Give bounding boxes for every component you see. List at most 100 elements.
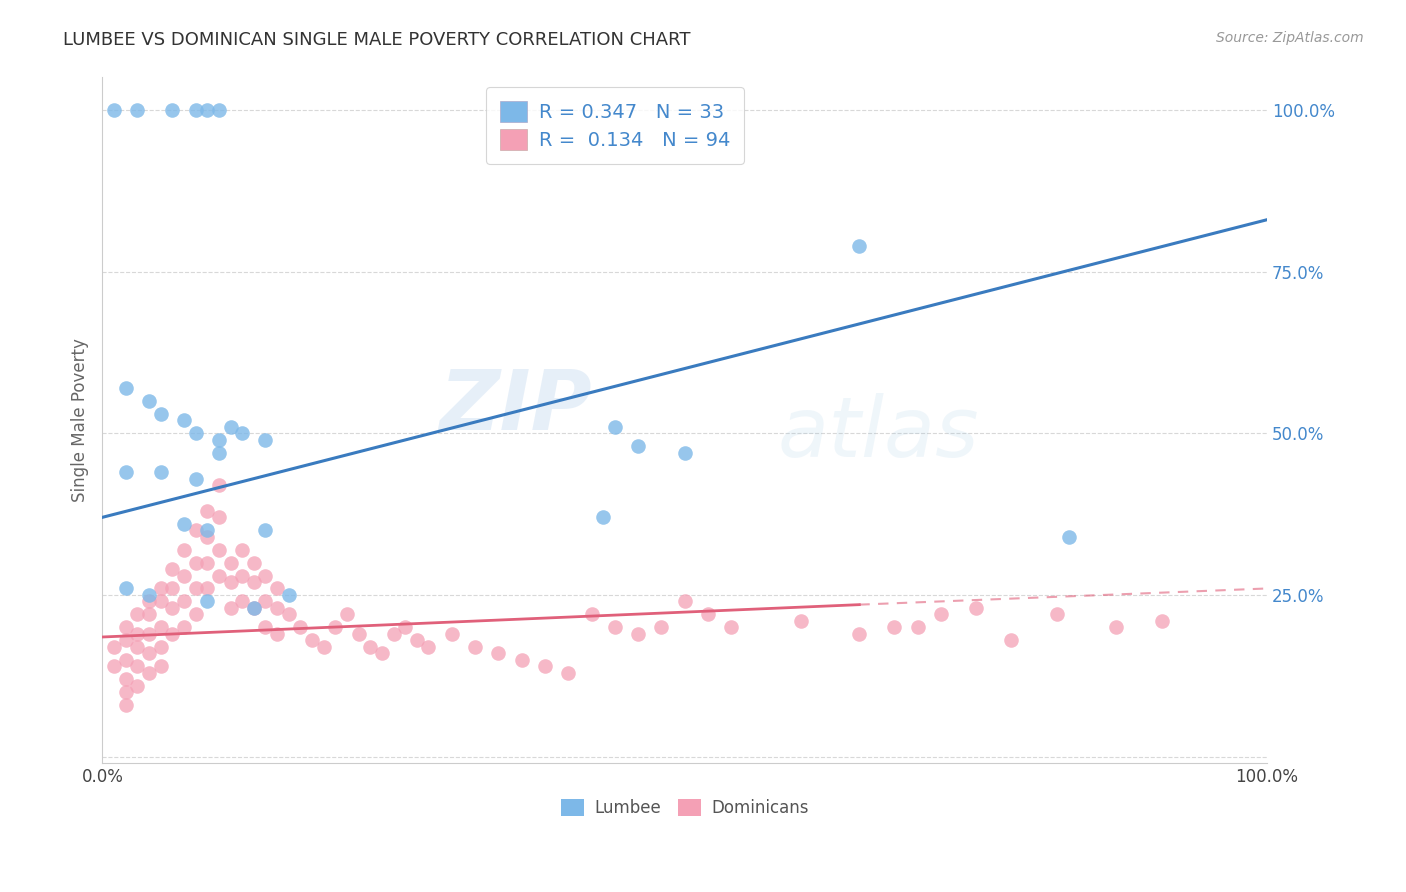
Point: [173, 542, 195, 557]
Point: [581, 607, 603, 622]
Point: [627, 439, 650, 453]
Point: [195, 523, 218, 537]
Point: [627, 626, 650, 640]
Point: [149, 659, 172, 673]
Point: [720, 620, 742, 634]
Point: [195, 103, 218, 117]
Point: [231, 542, 253, 557]
Point: [208, 510, 231, 524]
Point: [114, 652, 136, 666]
Point: [336, 607, 359, 622]
Point: [208, 103, 231, 117]
Point: [114, 672, 136, 686]
Point: [219, 574, 242, 589]
Point: [243, 556, 266, 570]
Point: [254, 523, 277, 537]
Point: [208, 568, 231, 582]
Point: [848, 238, 870, 252]
Point: [418, 640, 440, 654]
Point: [114, 633, 136, 648]
Point: [138, 393, 160, 408]
Text: ZIP: ZIP: [439, 366, 592, 447]
Point: [162, 562, 184, 576]
Point: [929, 607, 952, 622]
Point: [127, 103, 149, 117]
Text: LUMBEE VS DOMINICAN SINGLE MALE POVERTY CORRELATION CHART: LUMBEE VS DOMINICAN SINGLE MALE POVERTY …: [63, 31, 690, 49]
Point: [219, 600, 242, 615]
Point: [219, 419, 242, 434]
Point: [127, 679, 149, 693]
Point: [114, 465, 136, 479]
Point: [312, 640, 335, 654]
Point: [219, 556, 242, 570]
Point: [149, 594, 172, 608]
Point: [231, 594, 253, 608]
Point: [114, 698, 136, 712]
Point: [673, 445, 696, 459]
Point: [173, 516, 195, 531]
Point: [127, 640, 149, 654]
Point: [114, 582, 136, 596]
Point: [486, 646, 509, 660]
Point: [231, 426, 253, 441]
Point: [184, 607, 207, 622]
Point: [195, 504, 218, 518]
Point: [1057, 530, 1080, 544]
Point: [254, 594, 277, 608]
Point: [697, 607, 720, 622]
Point: [440, 626, 463, 640]
Point: [243, 574, 266, 589]
Point: [266, 600, 288, 615]
Point: [173, 620, 195, 634]
Y-axis label: Single Male Poverty: Single Male Poverty: [72, 338, 89, 502]
Point: [195, 582, 218, 596]
Point: [208, 542, 231, 557]
Point: [243, 600, 266, 615]
Point: [534, 659, 557, 673]
Point: [103, 103, 125, 117]
Point: [603, 419, 626, 434]
Point: [848, 626, 870, 640]
Point: [510, 652, 533, 666]
Point: [162, 103, 184, 117]
Point: [173, 568, 195, 582]
Point: [254, 568, 277, 582]
Point: [149, 582, 172, 596]
Point: [277, 588, 299, 602]
Point: [592, 510, 614, 524]
Point: [114, 381, 136, 395]
Point: [195, 530, 218, 544]
Point: [557, 665, 579, 680]
Point: [1152, 614, 1174, 628]
Point: [371, 646, 394, 660]
Point: [138, 665, 160, 680]
Point: [138, 594, 160, 608]
Text: atlas: atlas: [778, 393, 980, 475]
Point: [103, 640, 125, 654]
Point: [162, 626, 184, 640]
Point: [208, 433, 231, 447]
Point: [673, 594, 696, 608]
Point: [208, 445, 231, 459]
Point: [138, 626, 160, 640]
Point: [138, 646, 160, 660]
Point: [138, 588, 160, 602]
Point: [290, 620, 312, 634]
Point: [184, 471, 207, 485]
Point: [1046, 607, 1069, 622]
Point: [243, 600, 266, 615]
Point: [114, 685, 136, 699]
Point: [195, 594, 218, 608]
Point: [301, 633, 323, 648]
Point: [277, 607, 299, 622]
Point: [138, 607, 160, 622]
Point: [907, 620, 929, 634]
Point: [266, 626, 288, 640]
Point: [149, 620, 172, 634]
Point: [965, 600, 987, 615]
Point: [127, 626, 149, 640]
Point: [173, 594, 195, 608]
Point: [173, 413, 195, 427]
Point: [394, 620, 416, 634]
Point: [405, 633, 427, 648]
